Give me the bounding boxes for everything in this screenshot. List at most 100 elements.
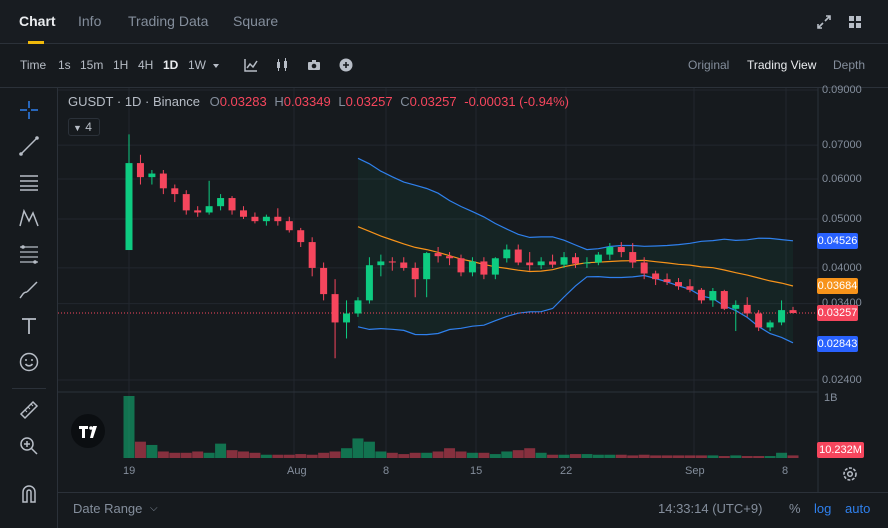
- candle-body: [239, 210, 247, 217]
- volume-bar: [478, 452, 490, 458]
- tab-chart[interactable]: Chart: [19, 13, 56, 29]
- chart-panel[interactable]: [58, 88, 888, 528]
- camera-icon[interactable]: [306, 57, 322, 73]
- volume-bar: [524, 448, 536, 458]
- volume-bar: [180, 452, 192, 458]
- volume-bar: [661, 455, 673, 458]
- candle-body: [159, 173, 167, 189]
- volume-bar: [432, 451, 444, 458]
- volume-bar: [558, 454, 570, 458]
- auto-toggle[interactable]: auto: [845, 501, 871, 516]
- trendline-icon[interactable]: [17, 134, 41, 158]
- date-range-button[interactable]: Date Range: [73, 501, 143, 516]
- chevron-down-icon[interactable]: [211, 61, 221, 71]
- volume-bar: [673, 455, 685, 458]
- volume-bar: [295, 454, 307, 458]
- emoji-icon[interactable]: [17, 350, 41, 374]
- percent-toggle[interactable]: %: [789, 501, 801, 516]
- volume-bar: [352, 438, 364, 458]
- candlestick-chart[interactable]: [58, 88, 888, 492]
- volume-bar: [386, 452, 398, 458]
- time-tick: 8: [383, 465, 390, 477]
- interval-1d[interactable]: 1D: [163, 58, 179, 72]
- interval-15m[interactable]: 15m: [80, 58, 104, 72]
- magnet-icon[interactable]: [17, 482, 41, 506]
- interval-1s[interactable]: 1s: [58, 58, 71, 72]
- candle-body: [617, 247, 625, 253]
- toolbar-divider: [12, 388, 46, 389]
- candle-body: [365, 265, 373, 301]
- volume-bar: [329, 451, 341, 458]
- candle-body: [377, 261, 385, 266]
- volume-bar: [169, 452, 181, 458]
- volume-bar: [753, 456, 765, 458]
- horizontal-lines-icon[interactable]: [17, 170, 41, 194]
- volume-bar: [375, 451, 387, 458]
- candle-body: [606, 247, 614, 255]
- volume-bar: [123, 396, 135, 458]
- candle-body: [251, 216, 259, 222]
- ohlc-legend: GUSDT · 1D · Binance O0.03283 H0.03349 L…: [68, 94, 569, 109]
- indicator-icon[interactable]: [243, 57, 259, 73]
- tab-info[interactable]: Info: [78, 13, 102, 29]
- ruler-icon[interactable]: [17, 398, 41, 422]
- top-tab-bar: Chart Info Trading Data Square: [0, 0, 888, 44]
- settings-gear-icon[interactable]: [841, 465, 859, 483]
- candle-body: [491, 258, 499, 275]
- pattern-icon[interactable]: [17, 206, 41, 230]
- time-label: Time: [20, 58, 47, 72]
- tab-trading-data[interactable]: Trading Data: [128, 13, 209, 29]
- candle-body: [663, 279, 671, 283]
- candle-body: [549, 261, 557, 265]
- view-original[interactable]: Original: [688, 58, 730, 72]
- candle-body: [388, 261, 396, 263]
- crosshair-icon[interactable]: [17, 98, 41, 122]
- candle-body: [262, 216, 270, 222]
- close-value: 0.03257: [409, 94, 457, 109]
- candle-body: [446, 256, 454, 259]
- candle-body: [514, 249, 522, 263]
- interval-1h[interactable]: 1H: [113, 58, 129, 72]
- candle-body: [411, 267, 419, 280]
- tab-square[interactable]: Square: [233, 13, 279, 29]
- layout-grid-icon[interactable]: [847, 14, 863, 30]
- time-tick: Aug: [287, 465, 307, 477]
- candle-body: [503, 249, 511, 259]
- price-tick: 0.09000: [822, 84, 862, 96]
- interval-1w[interactable]: 1W: [188, 58, 206, 72]
- candle-body: [217, 198, 225, 207]
- volume-bar: [444, 448, 456, 458]
- high-value: 0.03349: [283, 94, 331, 109]
- brush-icon[interactable]: [17, 278, 41, 302]
- volume-bar: [215, 443, 227, 458]
- log-toggle[interactable]: log: [814, 501, 832, 516]
- candle-body: [480, 261, 488, 275]
- volume-bar: [718, 456, 730, 458]
- candle-type-icon[interactable]: [274, 57, 290, 73]
- volume-bar: [730, 455, 742, 458]
- view-trading-view[interactable]: Trading View: [747, 58, 817, 72]
- high-label: H: [274, 94, 284, 109]
- open-label: O: [209, 94, 220, 109]
- candle-body: [194, 210, 202, 213]
- expand-icon[interactable]: [816, 14, 832, 30]
- change-value: -0.00031 (-0.94%): [464, 94, 570, 109]
- candle-body: [571, 257, 579, 264]
- view-depth[interactable]: Depth: [833, 58, 866, 72]
- drawing-toolbar: [0, 88, 58, 528]
- interval-4h[interactable]: 4H: [138, 58, 154, 72]
- close-label: C: [400, 94, 410, 109]
- add-icon[interactable]: [338, 57, 354, 73]
- zoom-in-icon[interactable]: [17, 434, 41, 458]
- low-value: 0.03257: [345, 94, 393, 109]
- indicators-toggle[interactable]: ▼ 4: [68, 118, 100, 136]
- chevron-down-icon[interactable]: ⌵: [150, 503, 158, 514]
- bb-upper-price-label: 0.04526: [817, 233, 858, 249]
- candle-body: [629, 252, 637, 263]
- time-tick: Sep: [685, 465, 705, 477]
- fib-icon[interactable]: [17, 242, 41, 266]
- volume-bar: [695, 455, 707, 458]
- open-value: 0.03283: [219, 94, 267, 109]
- volume-bar: [684, 455, 696, 458]
- text-tool-icon[interactable]: [17, 314, 41, 338]
